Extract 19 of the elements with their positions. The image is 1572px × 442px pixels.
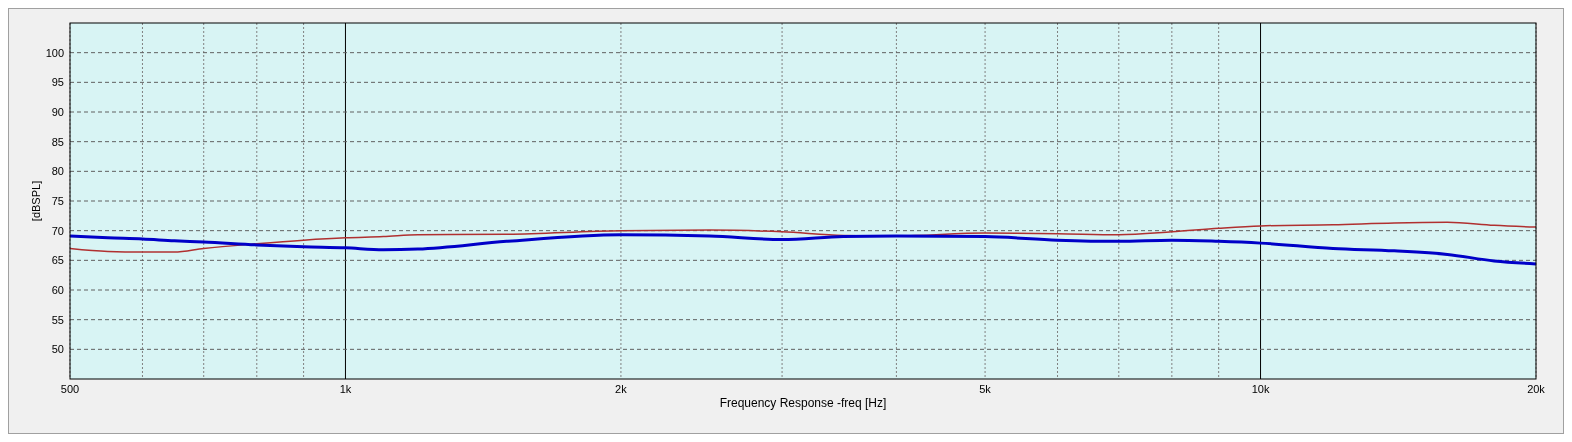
y-tick-label: 100 [45, 46, 64, 59]
x-axis-title: Frequency Response -freq [Hz] [719, 396, 887, 410]
y-tick-label: 85 [51, 135, 64, 148]
y-tick-label: 95 [51, 76, 64, 89]
x-tick-label: 10k [1251, 383, 1270, 395]
x-tick-label: 1k [339, 383, 352, 395]
y-tick-label: 90 [51, 106, 64, 118]
y-tick-label: 80 [51, 165, 64, 178]
y-tick-label: 65 [51, 254, 64, 267]
y-tick-label: 60 [51, 284, 64, 296]
y-axis-title: [dBSPL] [30, 180, 42, 222]
x-tick-label: 20k [1527, 383, 1546, 395]
x-tick-label: 2k [615, 383, 628, 395]
y-tick-label: 70 [51, 224, 64, 237]
y-tick-label: 55 [51, 313, 64, 326]
x-tick-label: 500 [60, 383, 80, 395]
y-tick-label: 50 [51, 343, 64, 356]
x-tick-label: 5k [979, 383, 992, 395]
y-tick-label: 75 [51, 195, 64, 207]
